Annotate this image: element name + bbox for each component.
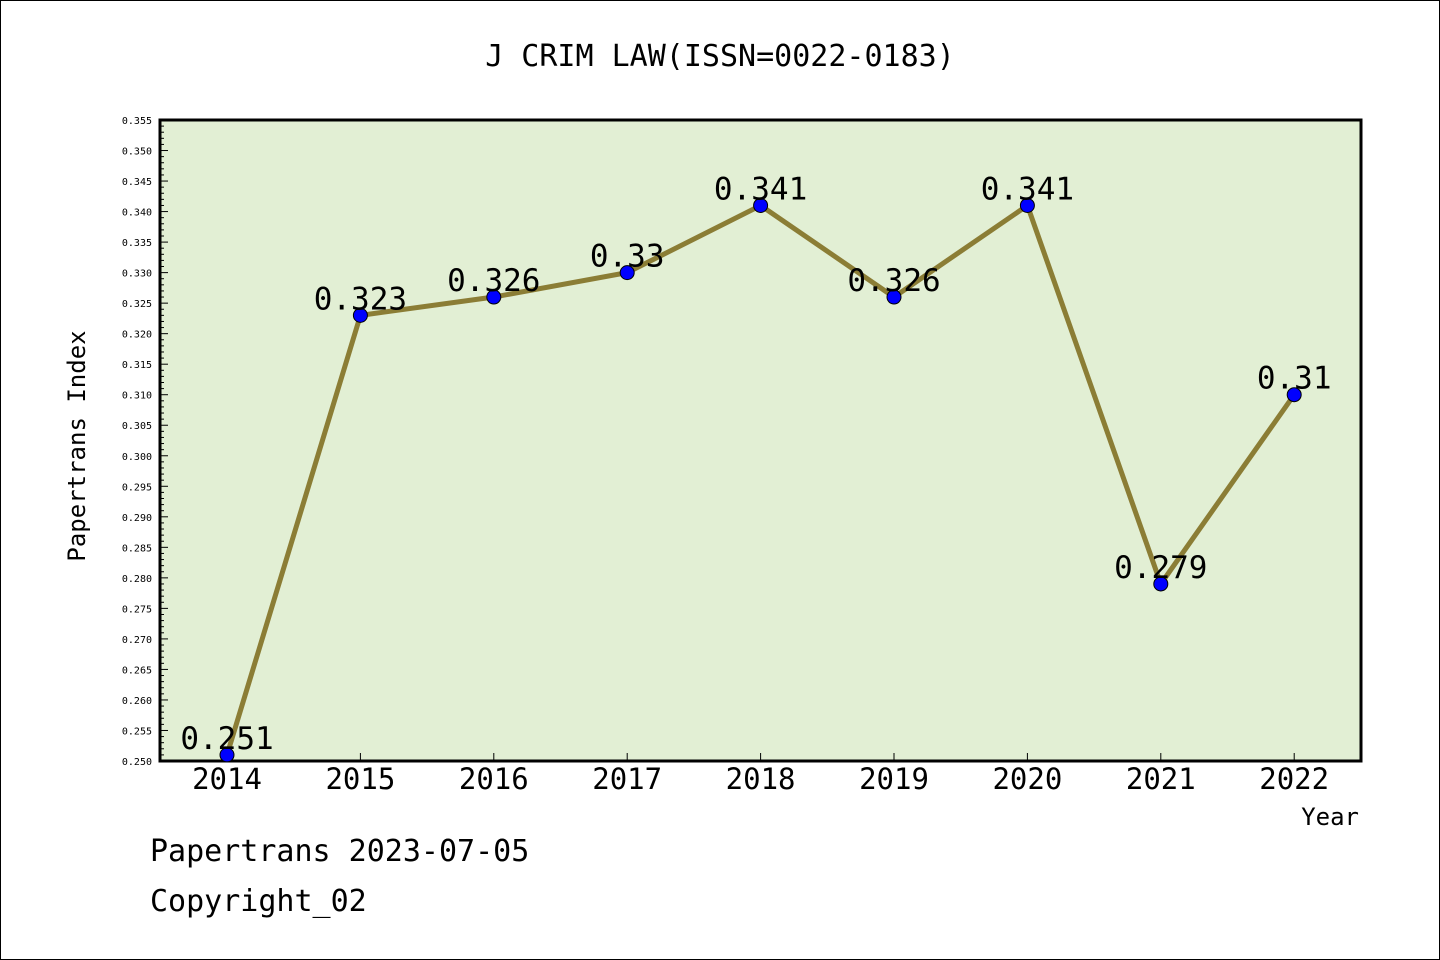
x-tick-label: 2018 bbox=[726, 762, 796, 796]
y-tick-label: 0.330 bbox=[122, 269, 152, 280]
x-tick-label: 2022 bbox=[1259, 762, 1329, 796]
y-tick-label: 0.320 bbox=[122, 330, 152, 341]
y-tick-label: 0.355 bbox=[122, 116, 152, 127]
plot-area bbox=[158, 118, 1363, 763]
data-point bbox=[1019, 197, 1035, 213]
footer-copyright: Copyright_02 bbox=[150, 884, 367, 919]
data-label: 0.326 bbox=[847, 263, 940, 299]
y-tick-label: 0.265 bbox=[122, 665, 152, 676]
x-axis: 2014 2015 2016 2017 2018 2019 2020 2021 2022 bbox=[192, 753, 1329, 796]
x-tick-label: 2016 bbox=[459, 762, 529, 796]
y-tick-label: 0.300 bbox=[122, 452, 152, 463]
y-tick-label: 0.280 bbox=[122, 574, 152, 585]
y-tick-label: 0.275 bbox=[122, 604, 152, 615]
x-tick-label: 2021 bbox=[1126, 762, 1196, 796]
y-tick-label: 0.345 bbox=[122, 177, 152, 188]
y-tick-label: 0.260 bbox=[122, 696, 152, 707]
y-tick-label: 0.310 bbox=[122, 391, 152, 402]
y-axis-label: Papertrans Index bbox=[63, 330, 91, 561]
data-label: 0.33 bbox=[590, 239, 665, 275]
data-label: 0.279 bbox=[1114, 550, 1207, 586]
x-axis-label: Year bbox=[1301, 803, 1359, 831]
data-point bbox=[1286, 387, 1302, 403]
chart-title: J CRIM LAW(ISSN=0022-0183) bbox=[485, 39, 955, 74]
data-point bbox=[1153, 576, 1169, 592]
x-tick-label: 2017 bbox=[592, 762, 662, 796]
data-point bbox=[486, 289, 502, 305]
data-label: 0.341 bbox=[714, 171, 807, 207]
data-label: 0.326 bbox=[447, 263, 540, 299]
data-point bbox=[352, 307, 368, 323]
y-tick-label: 0.340 bbox=[122, 208, 152, 219]
y-tick-label: 0.305 bbox=[122, 421, 152, 432]
y-tick-label: 0.350 bbox=[122, 147, 152, 158]
data-label: 0.251 bbox=[180, 721, 273, 757]
footer-date: Papertrans 2023-07-05 bbox=[150, 834, 530, 869]
data-labels: 0.251 0.323 0.326 0.33 0.341 0.326 0.341 0.279 0… bbox=[180, 171, 1331, 756]
x-tick-label: 2015 bbox=[325, 762, 395, 796]
data-point bbox=[219, 747, 235, 763]
data-points bbox=[219, 197, 1302, 763]
y-tick-label: 0.250 bbox=[122, 757, 152, 768]
y-tick-label: 0.335 bbox=[122, 238, 152, 249]
x-tick-label: 2020 bbox=[992, 762, 1062, 796]
data-label: 0.341 bbox=[981, 171, 1074, 207]
y-tick-label: 0.315 bbox=[122, 360, 152, 371]
y-tick-label: 0.290 bbox=[122, 513, 152, 524]
data-point bbox=[619, 265, 635, 281]
y-axis: 0.250 0.255 0.260 0.265 0.270 0.275 0.280 0.285… bbox=[122, 116, 168, 768]
x-tick-label: 2014 bbox=[192, 762, 262, 796]
x-tick-label: 2019 bbox=[859, 762, 929, 796]
y-tick-label: 0.255 bbox=[122, 726, 152, 737]
y-tick-label: 0.295 bbox=[122, 482, 152, 493]
data-point bbox=[753, 197, 769, 213]
y-tick-label: 0.285 bbox=[122, 543, 152, 554]
y-tick-label: 0.270 bbox=[122, 635, 152, 646]
data-point bbox=[886, 289, 902, 305]
y-tick-label: 0.325 bbox=[122, 299, 152, 310]
data-label: 0.323 bbox=[314, 281, 407, 317]
data-label: 0.31 bbox=[1257, 361, 1332, 397]
